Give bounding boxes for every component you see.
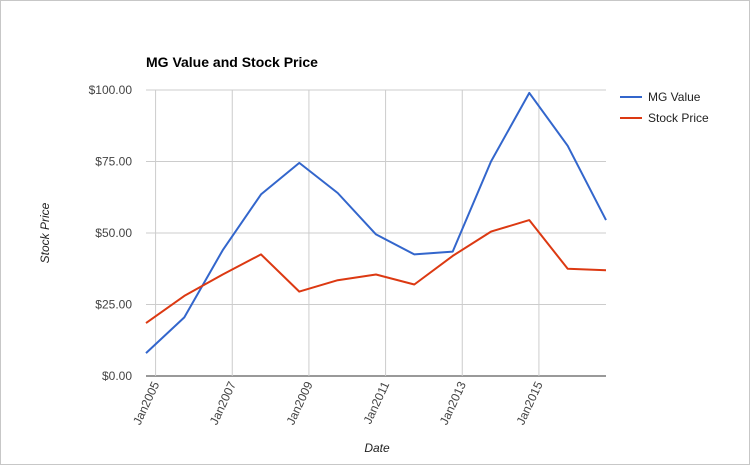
- x-axis-title: Date: [364, 441, 390, 455]
- x-axis-tick-labels: Jan2005 Jan2007 Jan2009 Jan2011 Jan2013 Jan20…: [130, 379, 546, 427]
- series-line-mg-value: [145, 91, 607, 354]
- y-tick-label: $100.00: [89, 83, 133, 97]
- chart-title: MG Value and Stock Price: [146, 54, 318, 70]
- y-tick-label: $75.00: [95, 155, 132, 169]
- legend-label: MG Value: [648, 90, 701, 104]
- x-tick-label: Jan2013: [437, 379, 469, 427]
- y-tick-label: $25.00: [95, 298, 132, 312]
- x-tick-label: Jan2005: [130, 379, 162, 427]
- y-tick-label: $0.00: [102, 369, 132, 383]
- x-tick-label: Jan2009: [283, 379, 315, 427]
- x-tick-label: Jan2011: [361, 379, 393, 426]
- grid-lines: [146, 89, 606, 377]
- y-axis-title: Stock Price: [38, 202, 52, 263]
- series-line-stock-price: [145, 219, 607, 324]
- series-lines: [145, 91, 607, 354]
- x-tick-label: Jan2015: [513, 379, 545, 427]
- y-tick-label: $50.00: [95, 226, 132, 240]
- x-tick-label: Jan2007: [207, 379, 239, 427]
- y-axis-tick-labels: $0.00 $25.00 $50.00 $75.00 $100.00: [89, 83, 133, 383]
- legend: MG Value Stock Price: [620, 90, 709, 125]
- legend-label: Stock Price: [648, 111, 709, 125]
